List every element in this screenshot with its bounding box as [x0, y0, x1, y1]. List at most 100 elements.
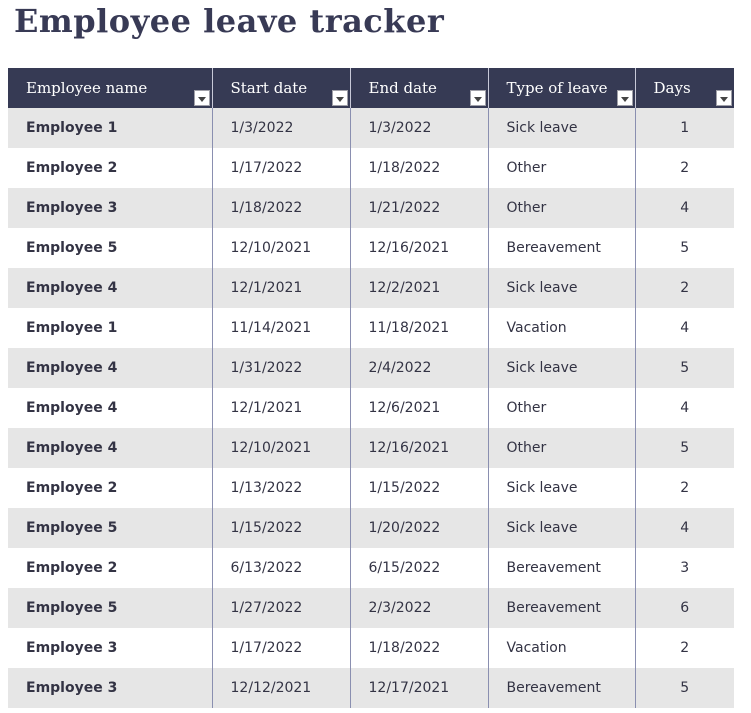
start-date-cell[interactable]: 1/3/2022: [212, 108, 351, 148]
end-date-cell[interactable]: 1/3/2022: [350, 108, 489, 148]
table-row: Employee 4 12/1/2021 12/2/2021 Sick leave 2: [8, 268, 734, 308]
employee-name-cell[interactable]: Employee 2: [8, 468, 213, 508]
table-row: Employee 4 1/31/2022 2/4/2022 Sick leave 5: [8, 348, 734, 388]
filter-dropdown-icon[interactable]: [331, 90, 348, 106]
leave-type-cell[interactable]: Sick leave: [488, 108, 636, 148]
employee-name-cell[interactable]: Employee 4: [8, 268, 213, 308]
days-cell[interactable]: 1: [635, 108, 734, 148]
days-cell[interactable]: 4: [635, 388, 734, 428]
column-header-label: Start date: [230, 79, 308, 97]
table-row: Employee 1 11/14/2021 11/18/2021 Vacation 4: [8, 308, 734, 348]
leave-type-cell[interactable]: Bereavement: [488, 668, 636, 708]
start-date-cell[interactable]: 11/14/2021: [212, 308, 351, 348]
start-date-cell[interactable]: 12/12/2021: [212, 668, 351, 708]
leave-type-cell[interactable]: Bereavement: [488, 548, 636, 588]
end-date-cell[interactable]: 6/15/2022: [350, 548, 489, 588]
start-date-cell[interactable]: 1/31/2022: [212, 348, 351, 388]
start-date-cell[interactable]: 1/18/2022: [212, 188, 351, 228]
start-date-cell[interactable]: 1/27/2022: [212, 588, 351, 628]
column-header-label: Days: [653, 79, 691, 97]
employee-name-cell[interactable]: Employee 5: [8, 228, 213, 268]
end-date-cell[interactable]: 1/20/2022: [350, 508, 489, 548]
start-date-cell[interactable]: 6/13/2022: [212, 548, 351, 588]
days-cell[interactable]: 2: [635, 268, 734, 308]
employee-name-cell[interactable]: Employee 4: [8, 428, 213, 468]
days-cell[interactable]: 2: [635, 148, 734, 188]
leave-table-container: Employee name Start date End date Type o…: [8, 68, 734, 713]
employee-name-cell[interactable]: Employee 1: [8, 308, 213, 348]
table-row: Employee 3 1/18/2022 1/21/2022 Other 4: [8, 188, 734, 228]
employee-name-cell[interactable]: Employee 2: [8, 548, 213, 588]
filter-dropdown-icon[interactable]: [716, 90, 732, 106]
start-date-cell[interactable]: 12/1/2021: [212, 268, 351, 308]
employee-name-cell[interactable]: Employee 4: [8, 388, 213, 428]
leave-type-cell[interactable]: Bereavement: [488, 588, 636, 628]
employee-name-cell[interactable]: Employee 3: [8, 628, 213, 668]
leave-type-cell[interactable]: Other: [488, 148, 636, 188]
table-body: Employee 1 1/3/2022 1/3/2022 Sick leave 1 Emp…: [8, 108, 734, 708]
start-date-cell[interactable]: 1/17/2022: [212, 148, 351, 188]
table-row: Employee 2 6/13/2022 6/15/2022 Bereavement 3: [8, 548, 734, 588]
leave-type-cell[interactable]: Bereavement: [488, 228, 636, 268]
days-cell[interactable]: 4: [635, 188, 734, 228]
days-cell[interactable]: 2: [635, 468, 734, 508]
start-date-cell[interactable]: 1/17/2022: [212, 628, 351, 668]
end-date-cell[interactable]: 1/21/2022: [350, 188, 489, 228]
start-date-cell[interactable]: 12/10/2021: [212, 228, 351, 268]
end-date-cell[interactable]: 12/16/2021: [350, 228, 489, 268]
column-header-type-of-leave: Type of leave: [488, 68, 636, 108]
end-date-cell[interactable]: 11/18/2021: [350, 308, 489, 348]
start-date-cell[interactable]: 12/1/2021: [212, 388, 351, 428]
filter-dropdown-icon[interactable]: [616, 90, 633, 106]
filter-dropdown-icon[interactable]: [193, 90, 210, 106]
end-date-cell[interactable]: 2/3/2022: [350, 588, 489, 628]
days-cell[interactable]: 2: [635, 628, 734, 668]
employee-name-cell[interactable]: Employee 3: [8, 188, 213, 228]
days-cell[interactable]: 6: [635, 588, 734, 628]
end-date-cell[interactable]: 1/15/2022: [350, 468, 489, 508]
leave-type-cell[interactable]: Other: [488, 428, 636, 468]
days-cell[interactable]: 4: [635, 308, 734, 348]
leave-type-cell[interactable]: Other: [488, 388, 636, 428]
table-row: Employee 5 1/15/2022 1/20/2022 Sick leave 4: [8, 508, 734, 548]
table-row: Employee 2 1/13/2022 1/15/2022 Sick leave 2: [8, 468, 734, 508]
days-cell[interactable]: 5: [635, 228, 734, 268]
column-header-label: Type of leave: [506, 79, 608, 97]
column-header-start-date: Start date: [212, 68, 351, 108]
start-date-cell[interactable]: 1/13/2022: [212, 468, 351, 508]
employee-name-cell[interactable]: Employee 2: [8, 148, 213, 188]
leave-table: Employee name Start date End date Type o…: [8, 68, 734, 708]
leave-type-cell[interactable]: Sick leave: [488, 268, 636, 308]
employee-name-cell[interactable]: Employee 1: [8, 108, 213, 148]
end-date-cell[interactable]: 12/6/2021: [350, 388, 489, 428]
start-date-cell[interactable]: 12/10/2021: [212, 428, 351, 468]
days-cell[interactable]: 5: [635, 428, 734, 468]
start-date-cell[interactable]: 1/15/2022: [212, 508, 351, 548]
column-header-days: Days: [635, 68, 734, 108]
table-row: Employee 3 1/17/2022 1/18/2022 Vacation 2: [8, 628, 734, 668]
days-cell[interactable]: 5: [635, 668, 734, 708]
leave-type-cell[interactable]: Sick leave: [488, 348, 636, 388]
leave-type-cell[interactable]: Sick leave: [488, 508, 636, 548]
end-date-cell[interactable]: 2/4/2022: [350, 348, 489, 388]
days-cell[interactable]: 3: [635, 548, 734, 588]
employee-name-cell[interactable]: Employee 4: [8, 348, 213, 388]
days-cell[interactable]: 5: [635, 348, 734, 388]
end-date-cell[interactable]: 1/18/2022: [350, 628, 489, 668]
filter-dropdown-icon[interactable]: [469, 90, 486, 106]
employee-name-cell[interactable]: Employee 3: [8, 668, 213, 708]
days-cell[interactable]: 4: [635, 508, 734, 548]
leave-type-cell[interactable]: Vacation: [488, 308, 636, 348]
leave-type-cell[interactable]: Vacation: [488, 628, 636, 668]
leave-type-cell[interactable]: Other: [488, 188, 636, 228]
leave-type-cell[interactable]: Sick leave: [488, 468, 636, 508]
end-date-cell[interactable]: 12/2/2021: [350, 268, 489, 308]
table-row: Employee 3 12/12/2021 12/17/2021 Bereavemen…: [8, 668, 734, 708]
table-row: Employee 2 1/17/2022 1/18/2022 Other 2: [8, 148, 734, 188]
end-date-cell[interactable]: 12/17/2021: [350, 668, 489, 708]
table-row: Employee 5 1/27/2022 2/3/2022 Bereavement 6: [8, 588, 734, 628]
end-date-cell[interactable]: 1/18/2022: [350, 148, 489, 188]
employee-name-cell[interactable]: Employee 5: [8, 588, 213, 628]
employee-name-cell[interactable]: Employee 5: [8, 508, 213, 548]
end-date-cell[interactable]: 12/16/2021: [350, 428, 489, 468]
